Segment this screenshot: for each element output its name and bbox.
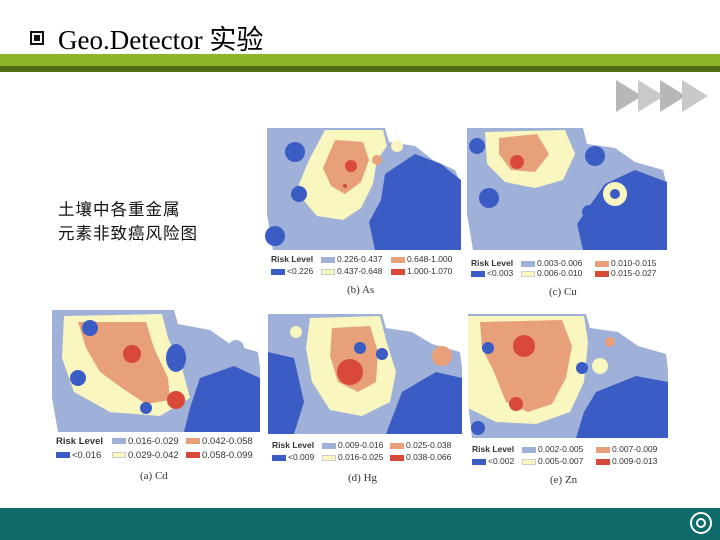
chevron-right-icon [616,80,642,112]
square-bullet-icon [30,30,44,45]
legend-item: 0.016-0.029 [112,436,179,447]
legend-zn: Risk Level <0.002 0.002-0.005 0.005-0.00… [472,444,668,490]
chevron-decoration [616,80,708,112]
risk-map-zn [468,314,668,438]
header-band-dark [0,66,720,72]
legend-item: 0.016-0.025 [322,452,383,462]
legend-hg: Risk Level <0.009 0.009-0.016 0.016-0.02… [272,440,462,490]
map-panel-as: Risk Level <0.226 0.226-0.437 0.437-0.64… [265,124,463,304]
legend-item: 0.038-0.066 [390,452,451,462]
legend-item: 0.437-0.648 [321,266,382,276]
legend-title: Risk Level [471,258,514,268]
legend-as: Risk Level <0.226 0.226-0.437 0.437-0.64… [271,254,461,304]
legend-item: 0.006-0.010 [521,268,582,278]
panel-label: (c) Cu [549,286,577,298]
risk-map-as [265,128,461,250]
legend-item: 0.015-0.027 [595,268,656,278]
caption-line-2: 元素非致癌风险图 [58,224,198,243]
chevron-right-icon [638,80,664,112]
panel-label: (b) As [347,284,375,296]
map-panel-cu: Risk Level <0.003 0.003-0.006 0.006-0.01… [465,124,669,304]
legend-item: 0.010-0.015 [595,258,656,268]
map-panel-zn: Risk Level <0.002 0.002-0.005 0.005-0.00… [466,312,670,490]
legend-title: Risk Level [56,436,103,447]
panel-label: (a) Cd [140,470,168,482]
legend-item: 0.003-0.006 [521,258,582,268]
panel-label: (e) Zn [550,474,578,486]
legend-item: 0.002-0.005 [522,444,583,454]
legend-item: <0.016 [56,450,101,461]
legend-item: 0.058-0.099 [186,450,253,461]
chevron-right-icon [682,80,708,112]
risk-map-hg [268,314,462,434]
title-row: Geo.Detector 实验 [30,18,263,57]
legend-item: 0.009-0.016 [322,440,383,450]
legend-item: 0.042-0.058 [186,436,253,447]
legend-title: Risk Level [472,444,515,454]
legend-item: 0.005-0.007 [522,456,583,466]
legend-item: <0.226 [271,266,313,276]
footer-bar [0,508,720,540]
legend-item: <0.002 [472,456,514,466]
legend-item: 0.029-0.042 [112,450,179,461]
legend-item: 0.648-1.000 [391,254,452,264]
legend-item: <0.003 [471,268,513,278]
map-panel-cd: Risk Level <0.016 0.016-0.029 0.029-0.04… [50,308,262,490]
caption-line-1: 土壤中各重金属 [58,200,181,219]
legend-item: 0.007-0.009 [596,444,657,454]
legend-item: <0.009 [272,452,314,462]
caption: 土壤中各重金属 元素非致癌风险图 [58,198,198,246]
header-band [0,54,720,66]
legend-item: 1.000-1.070 [391,266,452,276]
risk-map-cu [467,128,667,250]
panel-label: (d) Hg [348,472,378,484]
legend-item: 0.226-0.437 [321,254,382,264]
legend-cu: Risk Level <0.003 0.003-0.006 0.006-0.01… [471,254,667,304]
risk-map-cd [52,310,260,432]
legend-item: 0.009-0.013 [596,456,657,466]
map-panel-hg: Risk Level <0.009 0.009-0.016 0.016-0.02… [266,312,464,490]
legend-item: 0.025-0.038 [390,440,451,450]
legend-title: Risk Level [271,254,314,264]
chevron-right-icon [660,80,686,112]
target-circle-icon[interactable] [690,512,712,534]
legend-cd: Risk Level <0.016 0.016-0.029 0.029-0.04… [56,436,260,490]
slide-title: Geo.Detector 实验 [58,25,264,55]
legend-title: Risk Level [272,440,315,450]
